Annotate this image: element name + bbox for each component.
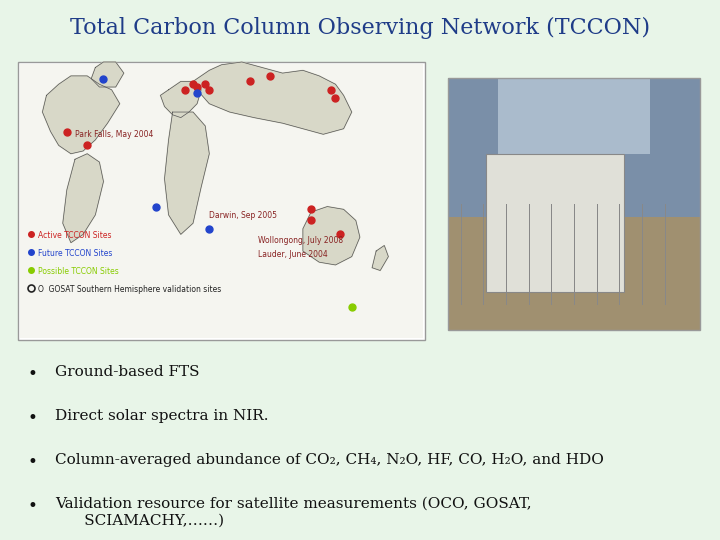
Text: Column-averaged abundance of CO₂, CH₄, N₂O, HF, CO, H₂O, and HDO: Column-averaged abundance of CO₂, CH₄, N…: [55, 453, 604, 467]
Text: Future TCCON Sites: Future TCCON Sites: [38, 249, 112, 258]
Text: Validation resource for satellite measurements (OCO, GOSAT,
      SCIAMACHY,……): Validation resource for satellite measur…: [55, 497, 531, 527]
Text: Total Carbon Column Observing Network (TCCON): Total Carbon Column Observing Network (T…: [70, 17, 650, 39]
Text: Lauder, June 2004: Lauder, June 2004: [258, 249, 328, 259]
Text: Ground-based FTS: Ground-based FTS: [55, 365, 199, 379]
Polygon shape: [63, 154, 104, 242]
Bar: [20, 64, 423, 338]
Polygon shape: [91, 62, 124, 87]
Polygon shape: [303, 207, 360, 265]
Bar: [18, 62, 425, 340]
Text: Possible TCCON Sites: Possible TCCON Sites: [38, 267, 119, 276]
Polygon shape: [372, 246, 388, 271]
Text: •: •: [28, 409, 38, 427]
Polygon shape: [42, 76, 120, 154]
Text: Direct solar spectra in NIR.: Direct solar spectra in NIR.: [55, 409, 269, 423]
Text: Wollongong, July 2008: Wollongong, July 2008: [258, 235, 343, 245]
Polygon shape: [161, 82, 201, 118]
Bar: [665, 204, 666, 305]
Bar: [506, 204, 507, 305]
Polygon shape: [193, 62, 352, 134]
Text: Active TCCON Sites: Active TCCON Sites: [38, 231, 112, 240]
Bar: [448, 217, 700, 330]
Bar: [597, 204, 598, 305]
Text: Park Falls, May 2004: Park Falls, May 2004: [75, 130, 153, 139]
Text: O  GOSAT Southern Hemisphere validation sites: O GOSAT Southern Hemisphere validation s…: [38, 285, 221, 294]
Bar: [461, 204, 462, 305]
Bar: [483, 204, 485, 305]
Bar: [528, 204, 530, 305]
Text: •: •: [28, 497, 38, 515]
Bar: [574, 204, 575, 305]
Text: •: •: [28, 365, 38, 383]
Bar: [486, 153, 624, 292]
Bar: [498, 78, 649, 153]
Bar: [448, 78, 700, 330]
Bar: [448, 78, 700, 217]
Bar: [642, 204, 643, 305]
Bar: [619, 204, 621, 305]
Text: Darwin, Sep 2005: Darwin, Sep 2005: [210, 211, 277, 220]
Text: •: •: [28, 453, 38, 471]
Polygon shape: [164, 112, 210, 234]
